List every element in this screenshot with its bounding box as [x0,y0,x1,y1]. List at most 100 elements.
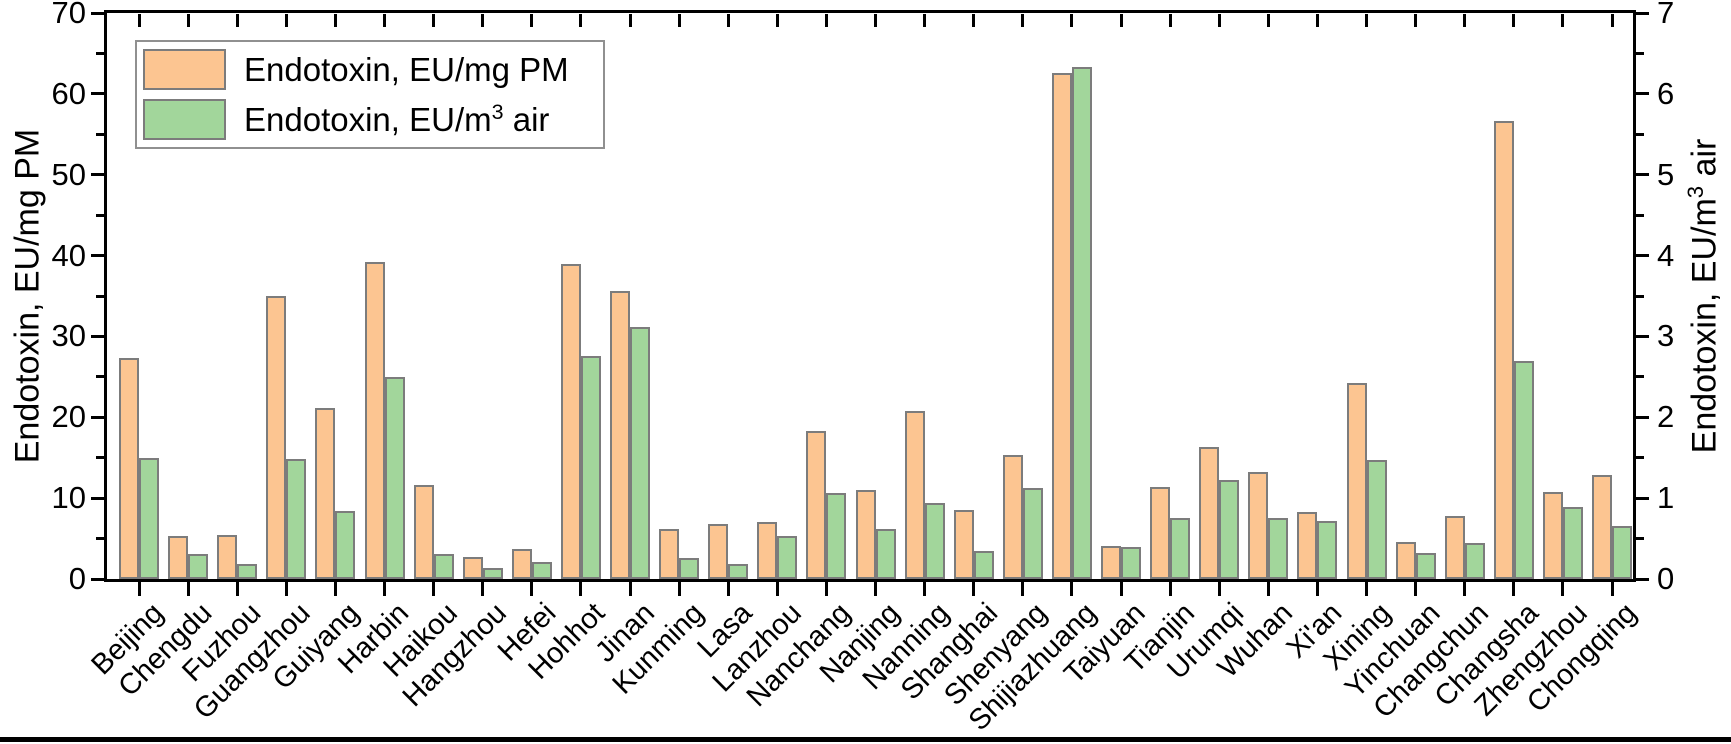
bar-eu-mg-pm-urumqi [1199,447,1220,579]
bar-eu-m3-air-chongqing [1612,526,1632,579]
bar-eu-m3-air-xining [1366,460,1387,579]
bar-eu-m3-air-jinan [630,326,650,579]
left-tick-label-20: 20 [51,399,86,435]
left-major-tick [91,334,105,338]
bar-eu-mg-pm-tianjin [1150,486,1171,579]
x-tick-bottom [432,582,436,596]
x-tick-top [1414,14,1418,27]
left-tick-label-70: 70 [51,0,86,30]
bar-eu-m3-air-changsha [1513,360,1534,579]
x-tick-bottom [579,582,583,596]
bar-eu-m3-air-lasa [728,563,749,579]
right-major-tick [1635,254,1649,258]
bar-eu-mg-pm-hangzhou [462,557,483,579]
bar-eu-m3-air-changchun [1464,543,1485,579]
bar-eu-m3-air-chengdu [188,553,209,579]
x-tick-bottom [1512,582,1516,596]
x-tick-top [1070,14,1074,27]
bar-eu-m3-air-guangzhou [286,459,307,579]
x-tick-bottom [1463,582,1467,596]
right-minor-tick [1635,294,1644,298]
x-tick-bottom [1119,582,1123,596]
x-tick-top [1561,14,1565,27]
right-axis-title: Endotoxin, EU/m3 air [1683,138,1724,454]
bar-eu-m3-air-nanchang [826,493,847,579]
bar-eu-mg-pm-guiyang [315,408,336,579]
bar-eu-mg-pm-xining [1346,383,1367,579]
x-tick-top [1266,14,1270,27]
x-tick-bottom [923,582,927,596]
x-tick-top [137,14,141,27]
bar-eu-m3-air-wuhan [1268,518,1289,579]
x-tick-top [1021,14,1025,27]
right-minor-tick [1635,132,1644,136]
bar-eu-m3-air-hangzhou [482,567,503,579]
left-minor-tick [96,456,105,460]
x-tick-bottom [726,582,730,596]
legend-label-air: Endotoxin, EU/m3 air [244,99,550,138]
bar-eu-m3-air-haikou [433,553,454,579]
bar-eu-m3-air-zhengzhou [1562,507,1583,579]
left-minor-tick [96,51,105,55]
x-tick-top [923,14,927,27]
right-major-tick [1635,173,1649,177]
x-tick-bottom [824,582,828,596]
x-tick-top [333,14,337,27]
bar-eu-mg-pm-wuhan [1248,472,1269,579]
legend: Endotoxin, EU/mg PM Endotoxin, EU/m3 air [135,40,605,149]
x-tick-top [1365,14,1368,27]
x-tick-top [481,14,485,27]
bar-eu-mg-pm-changchun [1444,515,1465,579]
right-tick-label-2: 2 [1657,399,1675,435]
x-tick-top [1315,14,1319,27]
bar-eu-mg-pm-shanghai [953,510,974,579]
bar-eu-m3-air-hefei [531,562,552,579]
bar-eu-m3-air-shanghai [973,550,994,579]
x-tick-top [628,14,632,27]
x-tick-top [677,14,681,27]
x-tick-bottom [1414,582,1418,596]
left-tick-label-40: 40 [51,237,86,273]
right-minor-tick [1635,51,1644,55]
x-tick-top [1463,14,1467,27]
left-major-tick [91,92,105,96]
x-tick-top [1512,14,1516,27]
bar-eu-mg-pm-haikou [413,485,434,579]
legend-swatch-green [143,99,226,140]
bar-eu-mg-pm-fuzhou [217,534,238,579]
x-tick-top [972,14,976,27]
x-tick-bottom [481,582,485,596]
right-minor-tick [1635,375,1644,379]
bar-eu-m3-air-nanning [924,502,945,579]
right-major-tick [1635,92,1649,96]
right-major-tick [1635,577,1649,581]
right-major-tick [1635,334,1649,338]
x-tick-top [1217,14,1221,27]
left-axis-title: Endotoxin, EU/mg PM [8,128,47,464]
right-tick-label-5: 5 [1657,156,1675,192]
left-major-tick [91,577,105,581]
right-major-tick [1635,415,1649,419]
left-tick-label-60: 60 [51,75,86,111]
bar-eu-m3-air-shijiazhuang [1071,67,1092,579]
bar-eu-m3-air-lanzhou [777,536,798,579]
x-tick-top [579,14,583,27]
x-tick-bottom [383,582,386,596]
x-tick-bottom [186,582,190,596]
x-tick-bottom [874,582,877,596]
bar-eu-mg-pm-changsha [1493,120,1514,579]
x-tick-top [824,14,828,27]
bar-eu-mg-pm-guangzhou [266,296,287,579]
right-minor-tick [1635,537,1644,541]
left-tick-label-30: 30 [51,318,86,354]
bar-eu-mg-pm-xian [1297,511,1318,579]
bar-eu-m3-air-beijing [139,457,159,579]
x-tick-top [383,14,386,27]
x-tick-top [530,14,534,27]
bar-eu-m3-air-hohhot [580,355,601,579]
bar-eu-mg-pm-chongqing [1592,474,1612,579]
x-tick-top [874,14,877,27]
right-major-tick [1635,11,1649,15]
x-tick-top [235,14,239,27]
